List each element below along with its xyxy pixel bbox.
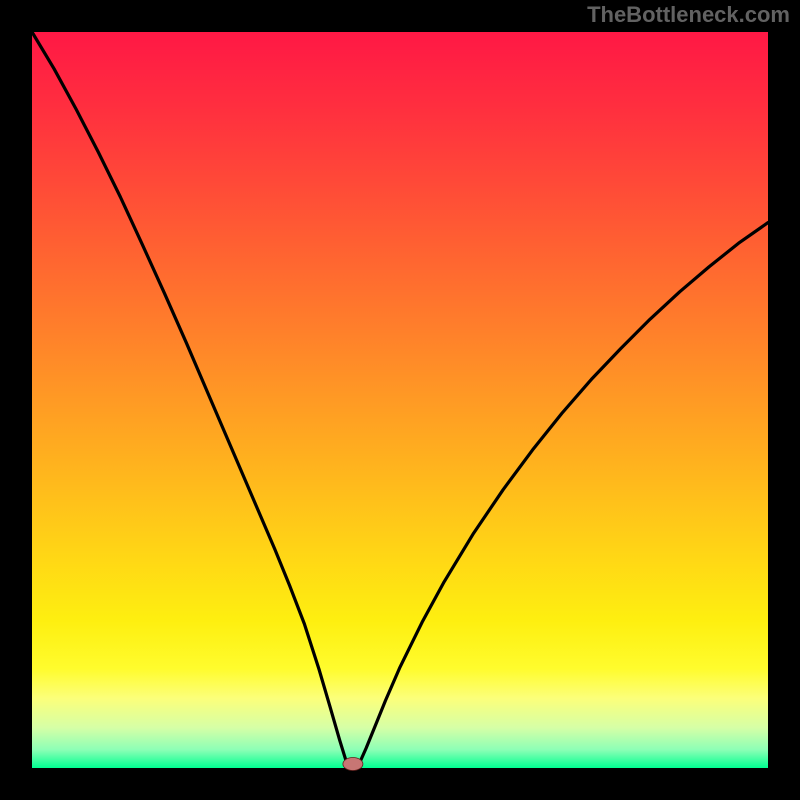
watermark-text: TheBottleneck.com [587, 2, 790, 28]
bottleneck-chart [0, 0, 800, 800]
optimal-point-marker [343, 758, 363, 771]
chart-plot-area [32, 32, 768, 768]
